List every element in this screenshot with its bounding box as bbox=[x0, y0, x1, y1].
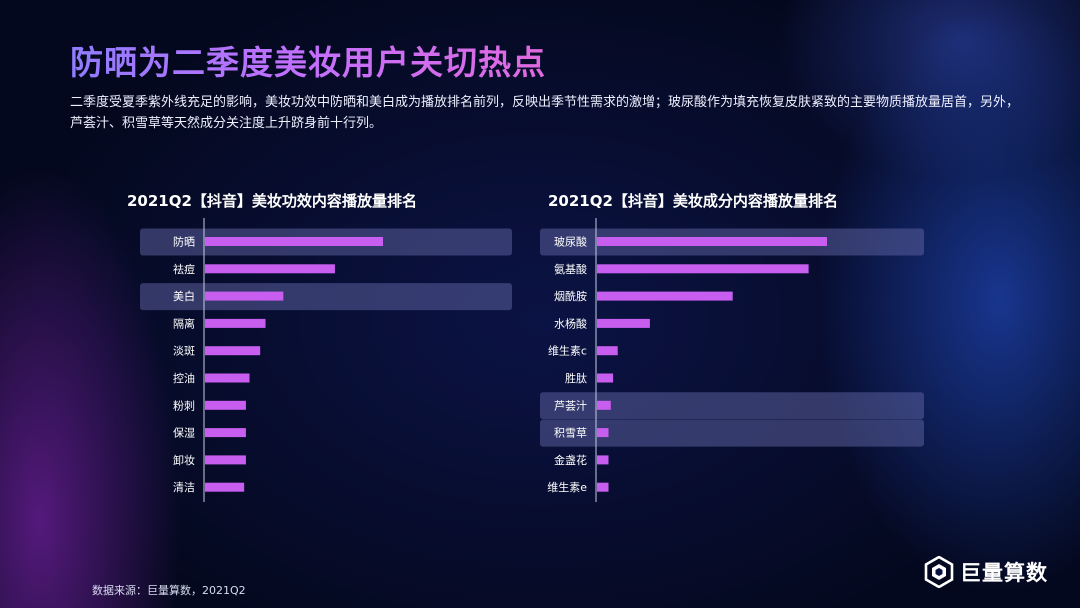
category-label: 水杨酸 bbox=[554, 316, 587, 330]
highlight-band bbox=[540, 392, 924, 420]
highlight-band bbox=[540, 419, 924, 447]
category-label: 烟酰胺 bbox=[554, 289, 587, 303]
logo-text: 巨量算数 bbox=[960, 561, 1048, 585]
bar bbox=[205, 482, 245, 492]
bar bbox=[205, 264, 335, 274]
bar bbox=[205, 237, 383, 246]
bar bbox=[205, 428, 246, 438]
chart-title-ingredients: 2021Q2【抖音】美妆成分内容播放量排名 bbox=[548, 192, 838, 210]
logo-icon bbox=[924, 556, 954, 588]
page-title: 防晒为二季度美妆用户关切热点 bbox=[70, 36, 546, 84]
category-label: 祛痘 bbox=[173, 262, 195, 276]
category-label: 淡斑 bbox=[173, 345, 195, 358]
bar bbox=[597, 346, 618, 356]
category-label: 氨基酸 bbox=[554, 262, 587, 276]
data-source-note: 数据来源：巨量算数，2021Q2 bbox=[92, 584, 246, 597]
category-label: 美白 bbox=[173, 289, 195, 303]
category-label: 防晒 bbox=[173, 235, 195, 249]
category-label: 积雪草 bbox=[554, 427, 587, 440]
bar bbox=[597, 455, 609, 465]
brand-logo: 巨量算数 bbox=[924, 556, 1048, 588]
page-description: 二季度受夏季紫外线充足的影响，美妆功效中防晒和美白成为播放排名前列，反映出季节性… bbox=[70, 95, 1020, 131]
bar bbox=[205, 346, 261, 356]
bar bbox=[597, 237, 827, 246]
bar bbox=[597, 482, 609, 492]
bar bbox=[597, 373, 614, 383]
bar bbox=[597, 400, 611, 410]
highlight-band bbox=[140, 283, 512, 311]
category-label: 玻尿酸 bbox=[554, 235, 587, 249]
bar bbox=[205, 291, 284, 301]
bar bbox=[205, 455, 246, 465]
bar bbox=[597, 428, 609, 438]
bar bbox=[597, 318, 650, 328]
bar bbox=[205, 318, 266, 328]
category-label: 维生素c bbox=[548, 344, 587, 358]
category-label: 胜肽 bbox=[565, 371, 587, 385]
category-label: 控油 bbox=[173, 371, 195, 385]
bar bbox=[597, 264, 809, 274]
category-label: 芦荟汁 bbox=[554, 398, 587, 412]
category-label: 维生素e bbox=[547, 480, 587, 494]
category-label: 金盏花 bbox=[554, 453, 587, 467]
bar bbox=[205, 373, 250, 383]
category-label: 清洁 bbox=[173, 481, 195, 494]
bar bbox=[597, 291, 733, 301]
category-label: 隔离 bbox=[173, 316, 195, 330]
bar bbox=[205, 400, 246, 410]
category-label: 卸妆 bbox=[173, 453, 195, 467]
category-label: 粉刺 bbox=[173, 399, 195, 412]
chart-title-efficacy: 2021Q2【抖音】美妆功效内容播放量排名 bbox=[127, 192, 417, 210]
category-label: 保湿 bbox=[173, 426, 195, 440]
